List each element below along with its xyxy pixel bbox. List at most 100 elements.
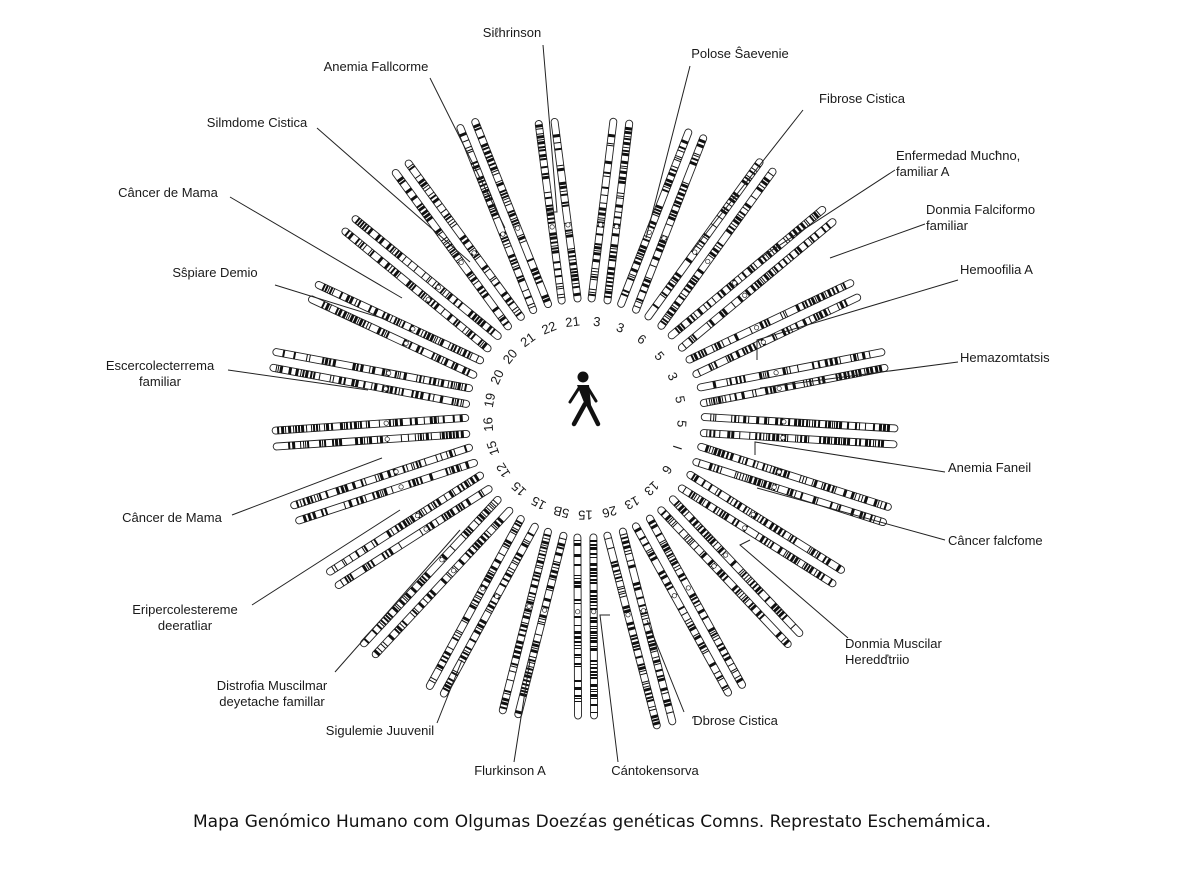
disease-label: Cántokensorva (611, 763, 699, 778)
leader-line (646, 619, 685, 713)
chromosome-number: 6 (634, 331, 649, 347)
leader-line (759, 361, 959, 389)
disease-label-line: Flurkinson A (474, 763, 546, 778)
leader-line (756, 279, 959, 360)
chromosome (631, 514, 746, 697)
chromosome (617, 128, 708, 314)
leader-line (756, 487, 946, 541)
disease-label-line: Distrofia Muscilmar (217, 678, 328, 693)
disease-label-line: Polose Ŝaevenie (691, 46, 789, 61)
disease-label: Câncer de Mama (118, 185, 218, 200)
disease-label-line: Cántokensorva (611, 763, 699, 778)
chromosome-number: 13 (622, 493, 642, 513)
chromosome-number: 15 (508, 479, 529, 500)
leader-line (436, 659, 463, 724)
chromosome-number: 12 (493, 460, 513, 480)
figure-caption: Mapa Genómico Humano com Olgumas Doezέas… (193, 812, 991, 832)
chromosome (271, 413, 471, 451)
disease-label-line: Câncer falcfome (948, 533, 1043, 548)
chromosome (677, 470, 845, 588)
disease-label-line: Anemia Fallcorme (324, 59, 429, 74)
disease-label: Silmdome Cistica (207, 115, 308, 130)
leader-line (692, 109, 804, 251)
chromosome-number: 15 (529, 493, 549, 513)
chromosome-number: 20 (500, 346, 521, 367)
chromosome (573, 533, 598, 720)
leader-line (316, 127, 471, 263)
disease-label: Hemoofilia A (960, 262, 1033, 277)
leader-line (513, 659, 531, 763)
disease-label-line: Donmia Muscilar (845, 636, 942, 651)
disease-label: Flurkinson A (474, 763, 546, 778)
chromosome-number: 3 (664, 370, 681, 383)
chromosome (269, 348, 473, 408)
chromosome (360, 495, 514, 659)
chromosome-number: 3 (614, 319, 626, 336)
disease-label-line: familiar (139, 374, 182, 389)
chromosome-number: 26 (601, 503, 619, 521)
chromosome-number: I (670, 444, 685, 452)
disease-label-line: Silmdome Cistica (207, 115, 308, 130)
disease-label-line: Câncer de Mama (118, 185, 218, 200)
disease-label-line: deyetache famillar (219, 694, 325, 709)
chromosome-number: 13 (641, 478, 662, 499)
leader-line (229, 196, 403, 299)
disease-label: Anemia Faneil (948, 460, 1031, 475)
chromosome-number: 21 (517, 329, 538, 350)
leader-line (542, 44, 558, 213)
disease-label-line: Ɗbrose Cistica (692, 713, 778, 728)
chromosome (685, 279, 862, 378)
chromosome-number: 6 (659, 463, 676, 477)
disease-label-line: Câncer de Mama (122, 510, 222, 525)
chromosome-number: 21 (564, 313, 580, 330)
leader-line (645, 65, 691, 239)
chromosome-number: 15 (578, 508, 593, 523)
disease-label-line: Anemia Faneil (948, 460, 1031, 475)
disease-label-line: Sŝpiare Demio (172, 265, 257, 280)
chromosome (587, 117, 634, 305)
disease-label: Siℓhrinson (483, 25, 541, 40)
chromosome (692, 442, 892, 527)
disease-label-line: Eripercolestereme (132, 602, 238, 617)
chromosome (657, 495, 804, 648)
leader-line (334, 529, 461, 673)
chromosome-number: 20 (487, 367, 507, 386)
disease-label-line: Sigulemie Juuvenil (326, 723, 435, 738)
walking-person-icon (568, 371, 601, 427)
disease-label-line: familiar A (896, 164, 950, 179)
chromosome (603, 527, 677, 730)
disease-label: Câncer falcfome (948, 533, 1043, 548)
disease-label-line: Heredďtriio (845, 652, 909, 667)
disease-label-line: Hemazomtatsis (960, 350, 1050, 365)
chromosome-number: 5 (651, 348, 667, 363)
disease-label-line: deeratliar (158, 618, 213, 633)
chromosome (699, 413, 899, 449)
disease-label-line: Siℓhrinson (483, 25, 541, 40)
leader-line (227, 369, 369, 391)
disease-label: Polose Ŝaevenie (691, 46, 789, 61)
disease-label: Sŝpiare Demio (172, 265, 257, 280)
disease-label: Anemia Fallcorme (324, 59, 429, 74)
disease-label: Enfermedad Mucħno,familiar A (896, 148, 1020, 179)
disease-label-line: Escercolecterrema (106, 358, 215, 373)
chromosome (341, 215, 502, 353)
disease-label-line: familiar (926, 218, 969, 233)
leader-line (759, 169, 896, 259)
chromosome (498, 527, 568, 719)
chromosome-number: 15 (483, 439, 502, 457)
chromosome-number: 5B (552, 503, 571, 521)
leader-line (251, 509, 401, 606)
disease-label: Câncer de Mama (122, 510, 222, 525)
chromosome-number: 16 (480, 417, 496, 432)
leader-line (599, 614, 619, 763)
chromosome (696, 348, 889, 408)
leader-line (429, 77, 506, 229)
disease-label: Hemazomtatsis (960, 350, 1050, 365)
chromosome (534, 117, 582, 305)
